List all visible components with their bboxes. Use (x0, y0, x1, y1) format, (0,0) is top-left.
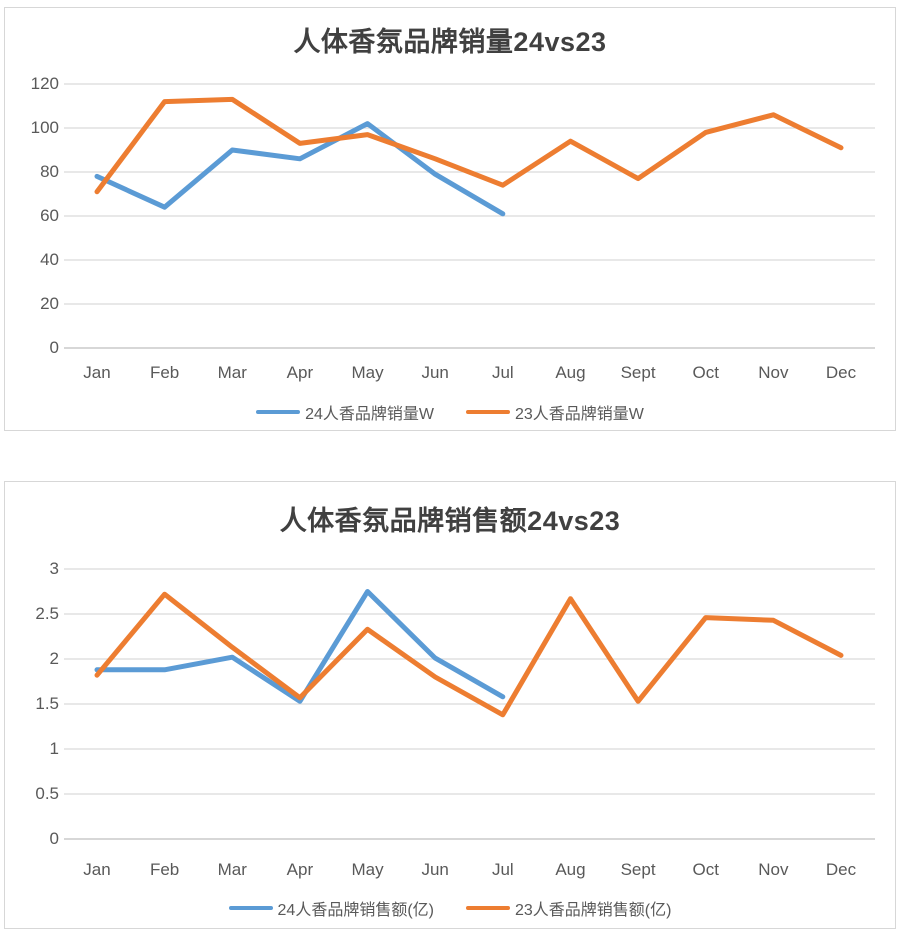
sales-volume-chart: 人体香氛品牌销量24vs23 120 100 80 60 40 20 0 Jan Feb Mar… (4, 7, 896, 431)
y-axis-tick-label: 0 (49, 338, 59, 357)
x-axis-tick-label: Nov (758, 363, 789, 382)
x-axis-tick-label: Apr (286, 860, 314, 879)
line-swatch-icon (466, 905, 510, 911)
y-axis-tick-label: 0.5 (35, 784, 59, 803)
legend-item: 23人香品牌销售额(亿) (466, 896, 671, 920)
line-swatch-icon (256, 409, 301, 415)
x-axis-tick-label: May (351, 363, 384, 382)
y-axis-tick-label: 60 (40, 206, 59, 225)
chart-title: 人体香氛品牌销售额24vs23 (279, 506, 621, 536)
x-axis-tick-label: Feb (149, 860, 180, 879)
legend-label: 23人香品牌销量W (515, 406, 644, 423)
y-axis-tick-label: 1 (49, 739, 59, 758)
chart-title: 人体香氛品牌销量24vs23 (293, 27, 607, 57)
legend-item: 24人香品牌销量W (256, 400, 434, 424)
y-axis-tick-label: 3 (49, 559, 59, 578)
x-axis-tick-label: Apr (286, 363, 314, 382)
x-axis-tick-label: Mar (217, 860, 247, 879)
legend: 24人香品牌销售额(亿) 23人香品牌销售额(亿) (5, 896, 895, 920)
legend-label: 23人香品牌销售额(亿) (515, 902, 672, 919)
y-axis-tick-label: 1.5 (35, 694, 59, 713)
y-axis-tick-label: 0 (49, 829, 59, 848)
y-axis-tick-label: 120 (30, 74, 59, 93)
plot-area (64, 568, 875, 840)
sales-revenue-chart: 人体香氛品牌销售额24vs23 3 2.5 2 1.5 1 0.5 0 Jan Feb Mar A… (4, 481, 896, 929)
legend-item: 24人香品牌销售额(亿) (228, 896, 434, 920)
x-axis-tick-label: Mar (217, 363, 247, 382)
y-axis-tick-label: 80 (40, 162, 59, 181)
x-axis-tick-label: Sept (620, 860, 656, 879)
line-swatch-icon (466, 409, 510, 415)
line-swatch-icon (228, 905, 273, 911)
x-axis-tick-label: Dec (825, 860, 857, 879)
x-axis-tick-label: Aug (555, 860, 586, 879)
y-axis-tick-label: 20 (40, 294, 59, 313)
x-axis-tick-label: Jun (421, 860, 449, 879)
legend: 24人香品牌销量W 23人香品牌销量W (5, 400, 895, 424)
x-axis-tick-label: Jul (491, 363, 514, 382)
x-axis-tick-label: Oct (692, 860, 719, 879)
y-axis-tick-label: 2 (49, 649, 59, 668)
y-axis-tick-label: 100 (30, 118, 59, 137)
x-axis-tick-label: Aug (555, 363, 586, 382)
legend-item: 23人香品牌销量W (466, 400, 644, 424)
x-axis-tick-label: Jan (83, 363, 111, 382)
y-axis-tick-label: 2.5 (35, 604, 59, 623)
x-axis-tick-label: Jun (421, 363, 449, 382)
x-axis-tick-label: Jul (491, 860, 514, 879)
x-axis-tick-label: May (351, 860, 384, 879)
x-axis-tick-label: Nov (758, 860, 789, 879)
x-axis-tick-label: Oct (692, 363, 719, 382)
x-axis-tick-label: Feb (149, 363, 180, 382)
x-axis-tick-label: Dec (825, 363, 857, 382)
x-axis-tick-label: Sept (620, 363, 656, 382)
plot-area (64, 83, 875, 349)
y-axis-tick-label: 40 (40, 250, 59, 269)
x-axis-tick-label: Jan (83, 860, 111, 879)
legend-label: 24人香品牌销售额(亿) (277, 902, 434, 919)
legend-label: 24人香品牌销量W (305, 406, 434, 423)
